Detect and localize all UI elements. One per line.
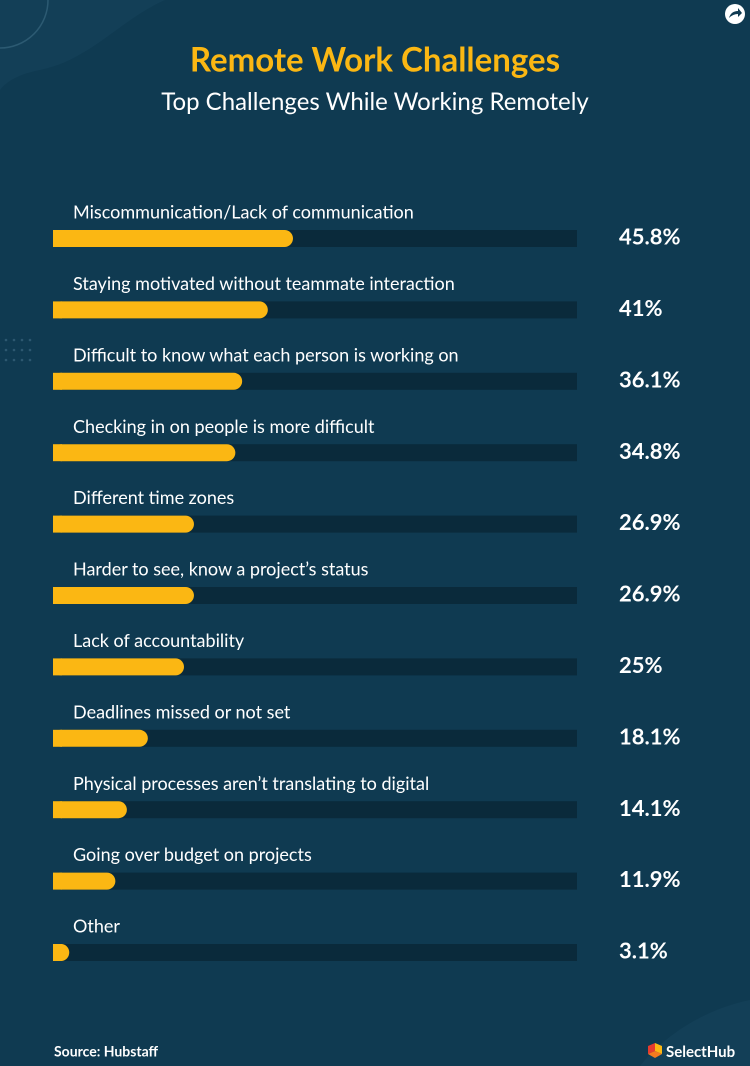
category-label: Different time zones [73,486,234,508]
value-label: 14.1% [619,794,681,821]
value-label: 41% [619,294,663,321]
bar-left-edge [53,372,62,390]
category-label: Deadlines missed or not set [73,700,291,722]
bar [53,230,293,247]
brand: SelectHub [666,1043,735,1061]
bar-left-edge [53,444,62,462]
category-label: Going over budget on projects [73,843,312,865]
brand-logo [648,1043,662,1058]
category-label: Miscommunication/Lack of communication [73,201,414,223]
bar-left-edge [53,658,62,676]
bar-left-edge [53,944,62,961]
bar-left-edge [53,872,62,890]
bar [53,801,127,819]
bar [53,658,184,676]
value-label: 11.9% [619,865,681,892]
value-label: 26.9% [619,508,681,535]
category-label: Harder to see, know a project’s status [73,558,369,580]
value-label: 25% [619,651,663,678]
decor-dots [4,338,32,362]
bar-left-edge [53,729,62,747]
bar-track [53,872,577,890]
bar [53,372,243,390]
decor-blob [640,1000,750,1066]
bar [53,515,194,533]
chart-title: Remote Work Challenges [190,39,560,79]
category-label: Checking in on people is more difficult [73,415,375,437]
bar [53,587,194,604]
bar-track [53,801,577,819]
category-label: Lack of accountability [73,629,245,651]
bar-track [53,944,577,961]
value-label: 3.1% [619,937,668,964]
bar-left-edge [53,515,62,533]
category-label: Other [73,915,120,937]
bar-left-edge [53,230,62,247]
value-label: 34.8% [619,437,681,464]
bar [53,444,236,462]
category-label: Physical processes aren’t translating to… [73,772,429,794]
share-icon [729,8,742,18]
value-label: 18.1% [619,722,681,749]
bar [53,729,148,747]
category-label: Difficult to know what each person is wo… [73,343,459,365]
value-label: 36.1% [619,365,681,392]
source: Source: Hubstaff [54,1043,159,1060]
bar-left-edge [53,801,62,819]
decor-blob [0,0,165,90]
value-label: 45.8% [619,223,681,250]
chart-subtitle: Top Challenges While Working Remotely [161,87,589,116]
value-label: 26.9% [619,580,681,607]
bar-left-edge [53,587,62,604]
bar-track [53,658,577,676]
category-label: Staying motivated without teammate inter… [73,272,455,294]
bar [53,872,116,890]
bar-track [53,729,577,747]
bar-left-edge [53,301,62,319]
bar [53,301,268,319]
